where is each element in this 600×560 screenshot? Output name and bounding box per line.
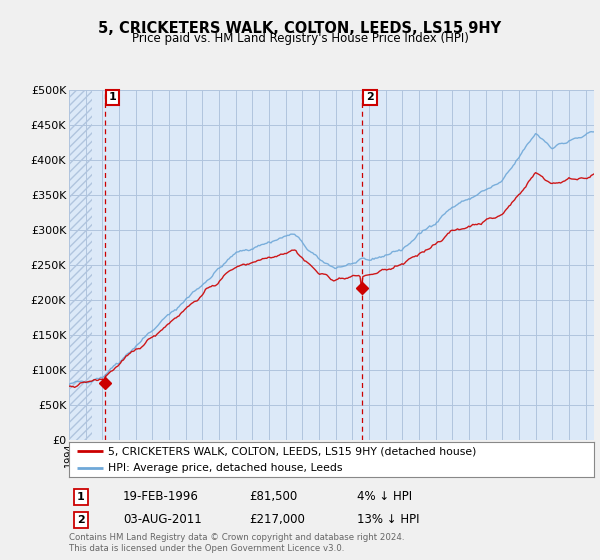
- Text: 1: 1: [77, 492, 85, 502]
- Text: 1: 1: [109, 92, 116, 102]
- Text: £81,500: £81,500: [249, 490, 297, 503]
- Text: 19-FEB-1996: 19-FEB-1996: [123, 490, 199, 503]
- Text: 2: 2: [77, 515, 85, 525]
- Text: 4% ↓ HPI: 4% ↓ HPI: [357, 490, 412, 503]
- Text: HPI: Average price, detached house, Leeds: HPI: Average price, detached house, Leed…: [109, 464, 343, 473]
- Text: 5, CRICKETERS WALK, COLTON, LEEDS, LS15 9HY: 5, CRICKETERS WALK, COLTON, LEEDS, LS15 …: [98, 21, 502, 36]
- Text: Price paid vs. HM Land Registry's House Price Index (HPI): Price paid vs. HM Land Registry's House …: [131, 32, 469, 45]
- Text: 5, CRICKETERS WALK, COLTON, LEEDS, LS15 9HY (detached house): 5, CRICKETERS WALK, COLTON, LEEDS, LS15 …: [109, 446, 477, 456]
- Text: £217,000: £217,000: [249, 513, 305, 526]
- Bar: [69, 90, 92, 440]
- Text: Contains HM Land Registry data © Crown copyright and database right 2024.
This d: Contains HM Land Registry data © Crown c…: [69, 533, 404, 553]
- Text: 2: 2: [366, 92, 374, 102]
- Text: 13% ↓ HPI: 13% ↓ HPI: [357, 513, 419, 526]
- Text: 03-AUG-2011: 03-AUG-2011: [123, 513, 202, 526]
